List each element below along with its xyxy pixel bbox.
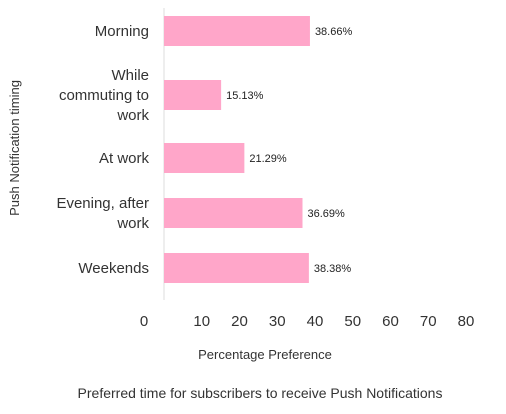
category-label-line: Weekends [78,260,149,277]
x-tick-0: 0 [140,313,148,330]
category-label-line: While [111,67,149,84]
x-tick-80: 80 [458,313,475,330]
category-label-line: Morning [95,23,149,40]
value-label-1: 15.13% [226,90,264,102]
category-label-line: commuting to [59,87,149,104]
category-label-line: At work [99,150,150,167]
value-labels: 38.66% 15.13% 21.29% 36.69% 38.38% [226,26,352,275]
value-label-4: 38.38% [314,263,352,275]
x-tick-60: 60 [382,313,399,330]
y-axis-title: Push Notification timing [7,80,22,216]
chart-title: Preferred time for subscribers to receiv… [78,385,443,401]
x-tick-labels: 0 10 20 30 40 50 60 70 80 [140,313,475,330]
value-label-2: 21.29% [249,153,287,165]
x-tick-30: 30 [269,313,286,330]
category-label-line: Evening, after [56,195,149,212]
category-label-line: work [116,215,149,232]
bar-1 [164,80,222,110]
category-label-0: Morning [95,23,149,40]
category-label-line: work [116,107,149,124]
x-tick-40: 40 [307,313,324,330]
bar-0 [164,16,310,46]
category-label-3: Evening, after work [56,195,149,232]
category-label-4: Weekends [78,260,149,277]
x-tick-70: 70 [420,313,437,330]
x-tick-10: 10 [193,313,210,330]
value-label-0: 38.66% [315,26,353,38]
bar-3 [164,198,303,228]
x-tick-20: 20 [231,313,248,330]
x-axis-title: Percentage Preference [198,347,332,362]
bar-2 [164,143,245,173]
category-label-1: While commuting to work [59,67,150,124]
bar-4 [164,253,309,283]
x-tick-50: 50 [344,313,361,330]
category-labels: Morning While commuting to work At work Eveni… [56,23,149,277]
category-label-2: At work [99,150,150,167]
bars [164,16,310,283]
value-label-3: 36.69% [308,208,346,220]
